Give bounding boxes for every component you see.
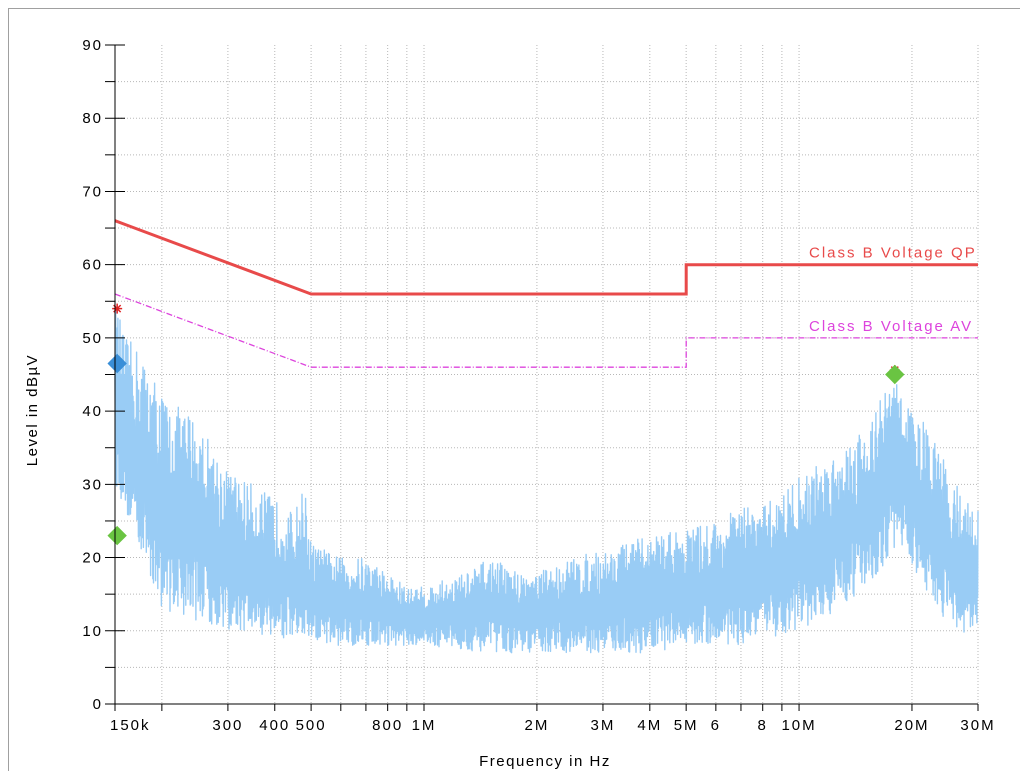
x-tick-label: 150k bbox=[110, 717, 151, 734]
x-tick-label: 800 bbox=[372, 717, 403, 734]
x-tick-label: 30M bbox=[960, 717, 995, 734]
av-marker-low bbox=[107, 525, 127, 546]
y-tick-label: 60 bbox=[82, 257, 103, 274]
x-tick-label: 1M bbox=[412, 717, 437, 734]
qp-peak-marker bbox=[112, 303, 123, 314]
x-tick-label: 500 bbox=[296, 717, 327, 734]
x-tick-label: 6 bbox=[711, 717, 721, 734]
x-axis-title: Frequency in Hz bbox=[479, 753, 611, 770]
axes: 0 10 20 30 40 50 60 70 80 90 150k 300 400 500 800 1M 2M 3… bbox=[82, 37, 995, 734]
qp-limit-label: Class B Voltage QP bbox=[809, 245, 977, 262]
x-tick-label: 300 bbox=[212, 717, 243, 734]
x-tick-label: 10M bbox=[781, 717, 816, 734]
y-tick-label: 20 bbox=[82, 550, 103, 567]
av-limit-line bbox=[114, 293, 978, 368]
y-tick-label: 50 bbox=[82, 330, 103, 347]
y-tick-label: 10 bbox=[82, 623, 103, 640]
qp-limit-line bbox=[114, 219, 978, 296]
x-tick-label: 20M bbox=[894, 717, 929, 734]
y-tick-label: 0 bbox=[93, 696, 103, 713]
chart-frame bbox=[8, 8, 1020, 771]
y-axis-title: Level in dBµV bbox=[24, 354, 41, 466]
spectrum-trace bbox=[114, 307, 979, 654]
x-tick-label: 5M bbox=[674, 717, 699, 734]
x-tick-label: 4M bbox=[637, 717, 662, 734]
y-tick-label: 70 bbox=[82, 183, 103, 200]
markers bbox=[107, 303, 905, 546]
spectrum-line bbox=[114, 307, 979, 654]
y-tick-label: 80 bbox=[82, 110, 103, 127]
y-tick-label: 40 bbox=[82, 403, 103, 420]
qp-marker-low bbox=[107, 353, 127, 374]
limit-lines: Class B Voltage QP Class B Voltage AV bbox=[114, 219, 978, 368]
x-tick-label: 8 bbox=[758, 717, 768, 734]
av-limit-label: Class B Voltage AV bbox=[809, 318, 973, 335]
av-marker-high bbox=[885, 364, 905, 385]
x-tick-label: 400 bbox=[259, 717, 290, 734]
y-tick-label: 90 bbox=[82, 37, 103, 54]
x-tick-label: 3M bbox=[591, 717, 616, 734]
x-tick-label: 2M bbox=[524, 717, 549, 734]
y-tick-label: 30 bbox=[82, 476, 103, 493]
